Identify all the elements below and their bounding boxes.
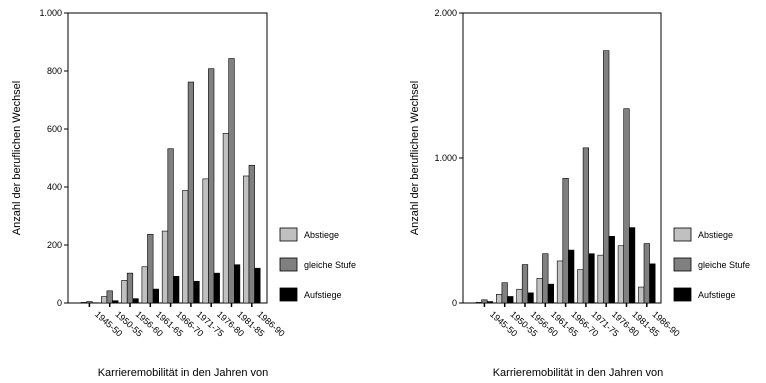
- bar-aufstiege-1961-65: [152, 288, 160, 304]
- legend-label: Aufstiege: [304, 290, 342, 300]
- bar-abstiege-1976-80: [202, 178, 209, 304]
- bar-abstiege-1986-90: [638, 286, 645, 304]
- bar-abstiege-1945-50: [80, 302, 87, 304]
- chart-panel-1: 0 200 400 600 800 1.000 Anzahl der beruflichen…: [11, 8, 356, 379]
- bar-abstiege-1966-70: [161, 230, 169, 304]
- bar-gleiche-stufe-1986-90: [643, 243, 650, 304]
- bar-aufstiege-1986-90: [254, 267, 261, 304]
- bar-gleiche-stufe-1976-80: [208, 68, 215, 304]
- legend-label: gleiche Stufe: [304, 260, 356, 270]
- bar-abstiege-1976-80: [597, 254, 604, 304]
- bar-aufstiege-1981-85: [628, 227, 636, 304]
- bar-abstiege-1961-65: [141, 266, 148, 304]
- bar-aufstiege-1986-90: [649, 263, 656, 304]
- bar-aufstiege-1950-55: [507, 296, 514, 304]
- bar-gleiche-stufe-1945-50: [481, 299, 488, 304]
- bar-aufstiege-1956-60: [527, 292, 534, 304]
- bar-gleiche-stufe-1950-55: [106, 290, 113, 304]
- bar-gleiche-stufe-1956-60: [521, 264, 529, 304]
- bar-aufstiege-1966-70: [568, 249, 575, 304]
- legend-swatch: [673, 257, 692, 272]
- bar-abstiege-1971-75: [182, 190, 189, 304]
- bar-gleiche-stufe-1956-60: [126, 272, 134, 304]
- y-tick-label: 200: [47, 240, 62, 250]
- bar-abstiege-1981-85: [222, 133, 230, 304]
- legend-swatch: [673, 287, 692, 302]
- legend-swatch: [279, 257, 298, 272]
- legend-label: Aufstiege: [698, 290, 736, 300]
- bar-aufstiege-1956-60: [132, 298, 139, 304]
- legend-label: gleiche Stufe: [698, 260, 750, 270]
- legend-swatch: [279, 227, 298, 242]
- x-axis-title: Karrieremobilität in den Jahren von: [493, 367, 664, 379]
- chart-panel-2: 0 1.000 2.000 Anzahl der beruflichen Wechse…: [409, 8, 750, 379]
- bar-gleiche-stufe-1966-70: [167, 148, 174, 304]
- bar-aufstiege-1945-50: [91, 302, 99, 304]
- bar-gleiche-stufe-1976-80: [603, 50, 610, 304]
- bar-aufstiege-1971-75: [588, 253, 595, 304]
- bar-gleiche-stufe-1981-85: [228, 58, 235, 304]
- legend-swatch: [673, 227, 692, 242]
- bar-gleiche-stufe-1950-55: [501, 282, 508, 304]
- bar-abstiege-1945-50: [475, 301, 482, 304]
- bar-aufstiege-1971-75: [193, 280, 200, 304]
- bar-aufstiege-1981-85: [234, 264, 241, 304]
- bar-gleiche-stufe-1986-90: [248, 164, 255, 304]
- y-tick-label: 1.000: [434, 153, 457, 163]
- bar-gleiche-stufe-1961-65: [147, 233, 154, 304]
- bar-gleiche-stufe-1945-50: [86, 301, 93, 304]
- y-tick-label: 600: [47, 124, 62, 134]
- legend-label: Abstiege: [304, 230, 339, 240]
- bar-abstiege-1966-70: [556, 260, 564, 304]
- x-axis-title: Karrieremobilität in den Jahren von: [98, 367, 269, 379]
- bar-gleiche-stufe-1971-75: [582, 147, 589, 304]
- bar-abstiege-1961-65: [536, 278, 543, 304]
- legend-swatch: [279, 287, 298, 302]
- y-tick-label: 400: [47, 182, 62, 192]
- bar-aufstiege-1961-65: [547, 283, 554, 304]
- bar-abstiege-1950-55: [101, 296, 108, 304]
- bar-aufstiege-1976-80: [608, 236, 615, 304]
- bar-gleiche-stufe-1966-70: [562, 178, 569, 304]
- bar-aufstiege-1950-55: [112, 300, 119, 304]
- bar-abstiege-1950-55: [495, 293, 503, 304]
- y-tick-label: 2.000: [434, 8, 457, 18]
- y-tick-label: 0: [452, 298, 457, 308]
- bar-abstiege-1986-90: [243, 175, 250, 304]
- bar-abstiege-1981-85: [617, 245, 624, 304]
- bar-aufstiege-1966-70: [173, 276, 180, 304]
- y-tick-label: 1.000: [39, 8, 62, 18]
- bar-abstiege-1956-60: [121, 280, 128, 304]
- y-tick-label: 0: [57, 298, 62, 308]
- legend-label: Abstiege: [698, 230, 733, 240]
- y-axis-title: Anzahl der beruflichen Wechsel: [409, 81, 421, 236]
- y-axis-title: Anzahl der beruflichen Wechsel: [11, 81, 23, 236]
- legend: Abstiege gleiche Stufe Aufstiege: [279, 227, 356, 302]
- bar-gleiche-stufe-1961-65: [542, 253, 549, 304]
- bar-aufstiege-1976-80: [213, 272, 220, 304]
- bar-gleiche-stufe-1971-75: [187, 81, 195, 304]
- legend: Abstiege gleiche Stufe Aufstiege: [673, 227, 750, 302]
- bar-abstiege-1971-75: [577, 269, 584, 304]
- y-tick-label: 800: [47, 66, 62, 76]
- bar-gleiche-stufe-1981-85: [623, 108, 630, 304]
- bar-abstiege-1956-60: [516, 288, 523, 304]
- bar-aufstiege-1945-50: [486, 301, 494, 304]
